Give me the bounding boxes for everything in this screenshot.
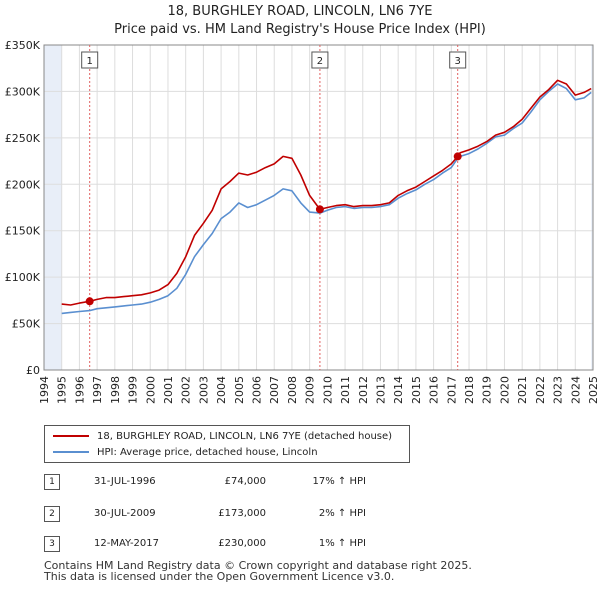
- legend-item-property: 18, BURGHLEY ROAD, LINCOLN, LN6 7YE (det…: [53, 429, 392, 443]
- y-tick-label: £0: [26, 364, 40, 377]
- y-tick-label: £100K: [5, 271, 41, 284]
- post-data-shade: [591, 45, 593, 370]
- pre-data-shade: [44, 45, 62, 370]
- row-price: £74,000: [224, 476, 266, 487]
- x-tick-label: 2020: [498, 376, 511, 404]
- x-tick-label: 2011: [339, 376, 352, 404]
- y-tick-label: £150K: [5, 225, 41, 238]
- plot-frame: [43, 44, 594, 371]
- footer-attribution: Contains HM Land Registry data © Crown c…: [44, 560, 472, 582]
- x-tick-label: 1997: [91, 376, 104, 404]
- row-hpi: 17% ↑ HPI: [312, 476, 366, 487]
- hpi-series-line: [61, 83, 592, 315]
- footer-copyright: Contains HM Land Registry data © Crown c…: [44, 559, 472, 572]
- x-tick-label: 1998: [109, 376, 122, 404]
- legend-label-hpi: HPI: Average price, detached house, Linc…: [97, 446, 318, 458]
- row-marker-badge: 2: [44, 506, 60, 522]
- chart-legend: 18, BURGHLEY ROAD, LINCOLN, LN6 7YE (det…: [44, 425, 410, 463]
- row-hpi: 1% ↑ HPI: [318, 538, 366, 549]
- table-row: 2 30-JUL-2009 £173,000 2% ↑ HPI: [44, 506, 464, 522]
- x-tick-label: 2015: [410, 376, 423, 404]
- x-tick-label: 2013: [374, 376, 387, 404]
- x-tick-label: 2023: [552, 376, 565, 404]
- row-date: 31-JUL-1996: [94, 476, 156, 487]
- transaction-point: [315, 205, 324, 214]
- table-row: 1 31-JUL-1996 £74,000 17% ↑ HPI: [44, 474, 464, 490]
- x-tick-label: 2001: [162, 376, 175, 404]
- property-series-line: [61, 79, 592, 306]
- x-tick-label: 2007: [268, 376, 281, 404]
- x-tick-label: 1995: [56, 376, 69, 404]
- row-price: £230,000: [218, 538, 266, 549]
- x-tick-label: 2022: [534, 376, 547, 404]
- row-date: 30-JUL-2009: [94, 508, 156, 519]
- row-marker-badge: 3: [44, 536, 60, 552]
- x-tick-label: 2005: [233, 376, 246, 404]
- x-tick-label: 2006: [251, 376, 264, 404]
- price-chart: £0 £50K £100K £150K £200K £250K £300K £350K 1994…: [5, 39, 600, 404]
- row-hpi: 2% ↑ HPI: [318, 508, 366, 519]
- x-tick-label: 2000: [144, 376, 157, 404]
- legend-swatch-hpi: [53, 451, 89, 453]
- x-tick-label: 2009: [304, 376, 317, 404]
- x-tick-label: 2003: [197, 376, 210, 404]
- chart-title: 18, BURGHLEY ROAD, LINCOLN, LN6 7YE: [167, 4, 433, 19]
- legend-swatch-property: [53, 435, 89, 437]
- y-tick-label: £50K: [12, 318, 41, 331]
- transaction-point: [85, 297, 94, 306]
- x-tick-label: 2002: [180, 376, 193, 404]
- table-row: 3 12-MAY-2017 £230,000 1% ↑ HPI: [44, 536, 464, 552]
- row-price: £173,000: [218, 508, 266, 519]
- y-tick-label: £300K: [5, 85, 41, 98]
- x-tick-label: 2017: [445, 376, 458, 404]
- transaction-label-box: [449, 51, 467, 69]
- transaction-label: 1: [87, 56, 93, 67]
- x-tick-label: 2021: [516, 376, 529, 404]
- x-tick-label: 2010: [321, 376, 334, 404]
- chart-subtitle: Price paid vs. HM Land Registry's House …: [114, 22, 486, 37]
- row-date: 12-MAY-2017: [94, 538, 160, 549]
- x-tick-label: 1999: [127, 376, 140, 404]
- y-tick-label: £250K: [5, 132, 41, 145]
- transaction-point: [453, 152, 462, 161]
- y-tick-label: £350K: [5, 39, 41, 52]
- x-tick-label: 2004: [215, 376, 228, 404]
- y-tick-label: £200K: [5, 178, 41, 191]
- x-tick-label: 2008: [286, 376, 299, 404]
- transaction-label-box: [311, 51, 329, 69]
- x-tick-label: 1996: [73, 376, 86, 404]
- x-tick-label: 1994: [38, 376, 51, 404]
- x-tick-label: 2014: [392, 376, 405, 404]
- legend-item-hpi: HPI: Average price, detached house, Linc…: [53, 445, 318, 459]
- row-marker-badge: 1: [44, 474, 60, 490]
- x-tick-label: 2019: [481, 376, 494, 404]
- transaction-label: 3: [455, 56, 461, 67]
- x-tick-label: 2025: [587, 376, 600, 404]
- transaction-label-box: [81, 51, 99, 69]
- transaction-label: 2: [317, 56, 323, 67]
- legend-label-property: 18, BURGHLEY ROAD, LINCOLN, LN6 7YE (det…: [97, 430, 393, 442]
- x-tick-label: 2024: [569, 376, 582, 404]
- footer-licence: This data is licensed under the Open Gov…: [44, 570, 395, 583]
- x-tick-label: 2012: [357, 376, 370, 404]
- x-tick-label: 2018: [463, 376, 476, 404]
- x-tick-label: 2016: [428, 376, 441, 404]
